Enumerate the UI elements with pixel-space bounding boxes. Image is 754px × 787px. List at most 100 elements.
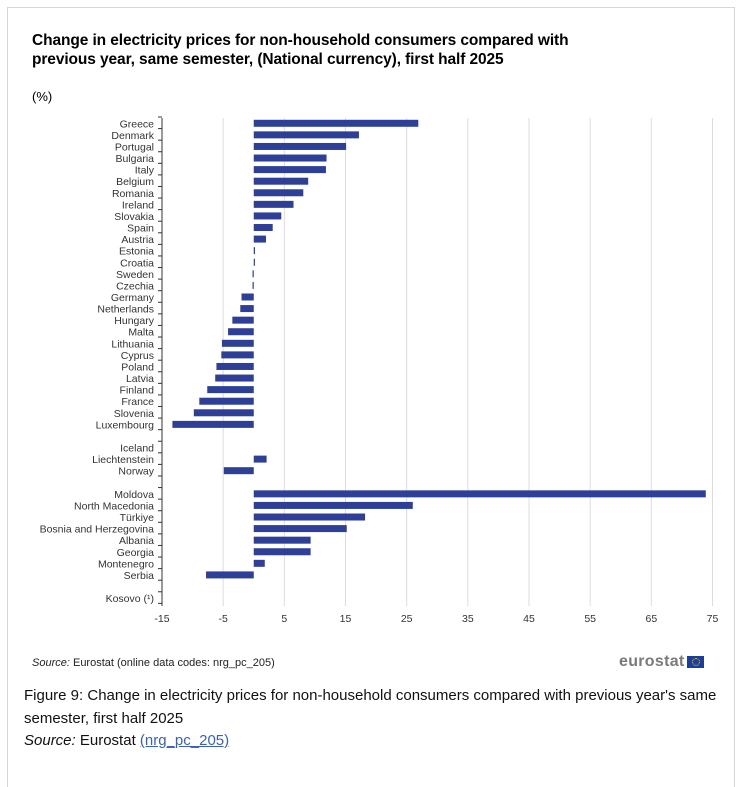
bar <box>240 305 254 313</box>
chart-source: Source: Eurostat (online data codes: nrg… <box>32 657 275 669</box>
bar <box>253 536 311 544</box>
category-label: Slovakia <box>114 211 154 223</box>
category-label: Denmark <box>111 130 154 142</box>
category-label: Austria <box>121 234 154 246</box>
category-label: Finland <box>120 385 155 397</box>
x-tick-label: -5 <box>218 613 227 625</box>
chart-title: Change in electricity prices for non-hou… <box>32 32 569 68</box>
figure-frame <box>7 7 735 787</box>
bar <box>252 270 254 278</box>
category-label: Cyprus <box>121 350 154 362</box>
x-tick-label: 35 <box>462 613 474 625</box>
bar <box>253 455 267 463</box>
bar <box>253 525 347 533</box>
category-label: Romania <box>112 188 154 200</box>
category-label: France <box>121 396 154 408</box>
category-label: Estonia <box>119 246 154 258</box>
dataset-link[interactable]: (nrg_pc_205) <box>139 732 230 749</box>
caption-source-text: Eurostat <box>75 732 140 749</box>
bar <box>253 559 265 567</box>
bar <box>253 513 366 521</box>
category-label: Kosovo (¹) <box>106 593 154 605</box>
category-label: Italy <box>135 165 155 177</box>
bar <box>253 235 266 243</box>
category-label: Croatia <box>120 257 154 269</box>
category-label: Portugal <box>115 141 154 153</box>
category-label: Spain <box>127 223 154 235</box>
category-label: Belgium <box>116 176 154 188</box>
x-tick-label: 25 <box>401 613 413 625</box>
bar <box>253 247 255 255</box>
category-label: Greece <box>120 118 155 130</box>
bar <box>253 131 359 139</box>
category-label: Moldova <box>114 489 154 501</box>
bar <box>172 420 254 428</box>
bar <box>223 467 254 475</box>
x-tick-label: 55 <box>584 613 596 625</box>
category-label: Sweden <box>116 269 154 281</box>
bar <box>253 166 326 174</box>
category-label: Luxembourg <box>96 419 155 431</box>
caption-source: Source: Eurostat (nrg_pc_205) <box>24 732 229 749</box>
category-label: Serbia <box>124 570 155 582</box>
source-text: Eurostat (online data codes: nrg_pc_205) <box>69 657 275 669</box>
bar <box>241 293 254 301</box>
bar <box>253 501 413 509</box>
bar <box>253 490 706 498</box>
bar <box>253 258 255 266</box>
bar <box>253 142 347 150</box>
bar-chart: GreeceDenmarkPortugalBulgariaItalyBelgiu… <box>40 116 719 625</box>
bar <box>253 177 309 185</box>
category-label: Albania <box>119 535 154 547</box>
x-tick-label: 5 <box>281 613 287 625</box>
bar <box>253 212 282 220</box>
bar <box>221 351 254 359</box>
category-label: Georgia <box>117 547 155 559</box>
category-label: Türkiye <box>120 512 155 524</box>
category-label: Czechia <box>116 280 154 292</box>
bar <box>253 119 419 127</box>
bar <box>232 316 254 324</box>
category-label: Germany <box>111 292 155 304</box>
source-label: Source: <box>32 657 70 669</box>
category-label: Bulgaria <box>115 153 154 165</box>
bar <box>228 328 254 336</box>
bar <box>253 189 304 197</box>
category-label: Poland <box>121 361 154 373</box>
category-label: North Macedonia <box>74 500 154 512</box>
eurostat-logo: eurostat <box>619 653 704 671</box>
figure-caption: Figure 9: Change in electricity prices f… <box>24 687 717 727</box>
eu-flag-icon <box>686 656 704 668</box>
x-tick-label: 45 <box>523 613 535 625</box>
category-label: Montenegro <box>98 558 154 570</box>
caption-source-label: Source: <box>24 732 76 749</box>
category-label: Latvia <box>126 373 154 385</box>
category-label: Ireland <box>122 199 154 211</box>
category-label: Iceland <box>120 443 154 455</box>
category-label: Malta <box>128 327 154 339</box>
bar <box>253 200 294 208</box>
x-tick-label: 15 <box>340 613 352 625</box>
bar <box>193 409 254 417</box>
category-label: Lithuania <box>111 338 154 350</box>
bar <box>253 154 327 162</box>
chart-unit: (%) <box>32 89 53 104</box>
bar <box>216 362 254 370</box>
bar <box>206 571 254 579</box>
category-label: Hungary <box>114 315 154 327</box>
bar <box>199 397 254 405</box>
category-label: Liechtenstein <box>92 454 154 466</box>
bar <box>207 386 254 394</box>
bar <box>253 548 311 556</box>
category-label: Slovenia <box>114 408 154 420</box>
bar <box>252 281 254 289</box>
bar <box>221 339 254 347</box>
logo-text: eurostat <box>619 653 685 670</box>
category-label: Norway <box>118 466 154 478</box>
bar <box>253 224 273 232</box>
x-tick-label: 65 <box>645 613 657 625</box>
category-label: Netherlands <box>97 304 154 316</box>
x-tick-label: 75 <box>707 613 719 625</box>
category-label: Bosnia and Herzegovina <box>40 524 155 536</box>
x-tick-label: -15 <box>154 613 169 625</box>
